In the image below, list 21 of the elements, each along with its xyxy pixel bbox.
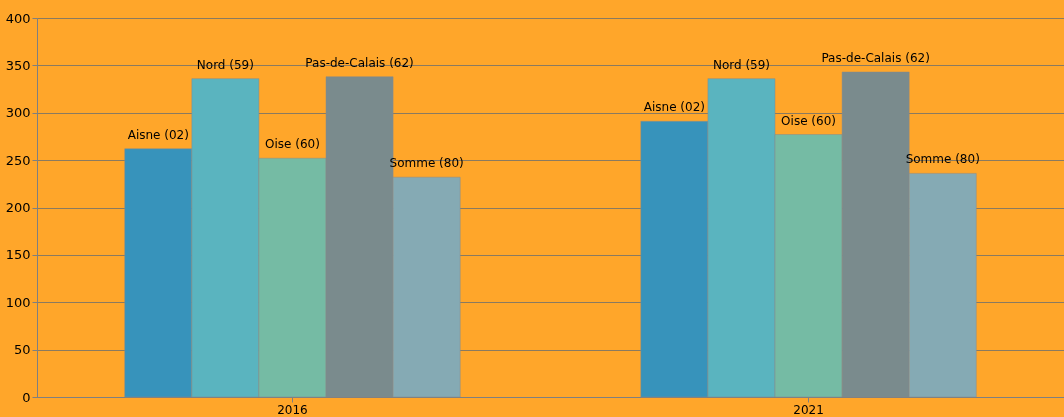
series-label: Pas-de-Calais (62) <box>821 51 930 66</box>
series-label: Aisne (02) <box>127 127 189 142</box>
y-tick-label: 300 <box>5 105 31 121</box>
y-tick-label: 400 <box>5 10 31 26</box>
y-tick-label: 250 <box>5 152 31 168</box>
series-label: Nord (59) <box>196 57 254 72</box>
series-label: Somme (80) <box>905 152 980 167</box>
text: Aisne (02) <box>643 100 705 115</box>
text: Pas-de-Calais (62) <box>305 55 414 70</box>
y-tick-label: 150 <box>5 247 31 263</box>
series-label: Oise (60) <box>781 113 836 128</box>
y-tick-label: 100 <box>5 294 31 310</box>
x-tick-label: 2016 <box>277 402 308 417</box>
text: Oise (60) <box>265 137 320 152</box>
y-tick-label: 350 <box>5 57 31 73</box>
x-tick-label: 2021 <box>793 402 824 417</box>
text: Nord (59) <box>712 57 770 72</box>
y-tick-label: 200 <box>5 200 31 215</box>
text: Somme (80) <box>389 156 464 171</box>
y-tick-label: 50 <box>13 342 31 358</box>
y-tick-label: 0 <box>22 389 31 405</box>
